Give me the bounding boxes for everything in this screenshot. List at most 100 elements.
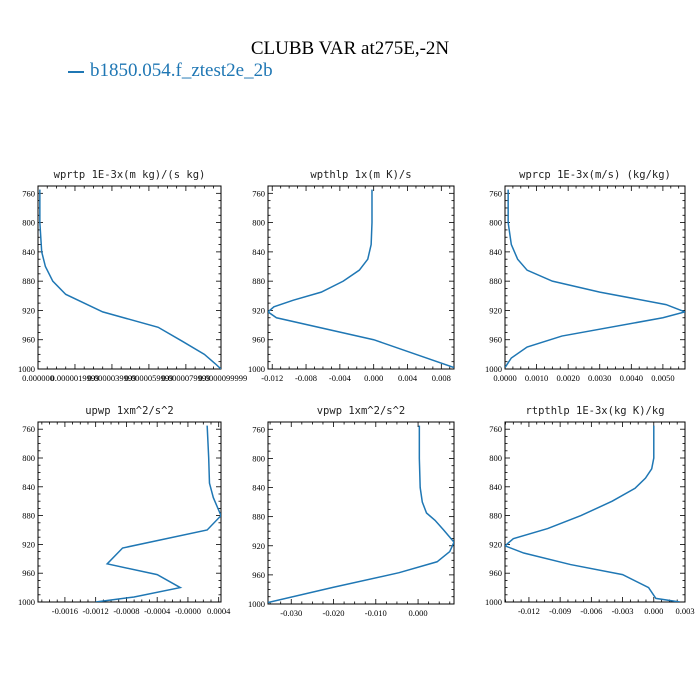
y-tick-label: 1000 (485, 364, 502, 374)
series-line (95, 425, 221, 602)
y-tick-label: 1000 (248, 364, 265, 374)
panel-title: vpwp 1xm^2/s^2 (317, 405, 406, 417)
series-line (505, 189, 685, 368)
y-tick-label: 800 (252, 453, 265, 463)
panel-2: wpthlp 1x(m K)/s7608008408809209601000-0… (248, 169, 455, 383)
y-tick-label: 760 (489, 188, 502, 198)
y-tick-label: 880 (22, 276, 35, 286)
y-tick-label: 840 (22, 247, 35, 257)
x-tick-label: 0.0010 (525, 373, 548, 383)
x-tick-label: -0.010 (365, 608, 387, 618)
x-tick-label: 0.0000079999 (161, 373, 210, 383)
y-tick-label: 960 (252, 570, 265, 580)
y-tick-label: 800 (252, 218, 265, 228)
plot-frame (504, 185, 686, 370)
plot-frame (267, 421, 455, 605)
y-tick-label: 920 (252, 305, 265, 315)
x-tick-label: 0.000000 (22, 373, 54, 383)
y-tick-label: 920 (489, 539, 502, 549)
series-line (268, 189, 454, 369)
x-tick-label: -0.0000 (175, 606, 201, 616)
x-tick-label: 0.0030 (588, 373, 611, 383)
panel-title: wprcp 1E-3x(m/s) (kg/kg) (519, 169, 671, 181)
plot-frame (267, 185, 455, 370)
x-tick-label: 0.0000 (493, 373, 516, 383)
y-tick-label: 880 (489, 511, 502, 521)
x-tick-label: -0.012 (261, 373, 283, 383)
x-tick-label: 0.0000019999 (51, 373, 100, 383)
y-tick-label: 880 (22, 511, 35, 521)
x-tick-label: -0.020 (323, 608, 345, 618)
x-tick-label: 0.0000059999 (124, 373, 173, 383)
x-tick-label: -0.008 (295, 373, 317, 383)
series-line (505, 425, 680, 602)
x-tick-label: 0.008 (432, 373, 451, 383)
panel-title: rtpthlp 1E-3x(kg K)/kg (525, 405, 664, 417)
figure-title: CLUBB VAR at275E,-2N (250, 38, 450, 59)
y-tick-label: 840 (252, 247, 265, 257)
x-tick-label: -0.006 (580, 606, 602, 616)
x-tick-label: 0.0000039999 (88, 373, 137, 383)
x-tick-label: 0.0020 (556, 373, 579, 383)
panel-4: upwp 1xm^2/s^2 760 800 840 880 920 960 1000 -0.0… (18, 405, 231, 616)
x-tick-label: -0.004 (329, 373, 352, 383)
panel-title: upwp 1xm^2/s^2 (85, 405, 174, 417)
x-tick-label: 0.000 (409, 608, 428, 618)
y-tick-label: 1000 (248, 599, 265, 609)
x-tick-label: 0.0050 (651, 373, 674, 383)
legend-entry: b1850.054.f_ztest2e_2b (68, 60, 273, 82)
y-tick-label: 960 (22, 568, 35, 578)
y-tick-label: 760 (22, 424, 35, 434)
y-tick-label: 760 (252, 424, 265, 434)
y-tick-label: 880 (489, 276, 502, 286)
x-tick-label: 0.0004 (207, 606, 231, 616)
y-tick-label: 840 (252, 483, 265, 493)
plot-frame (37, 185, 222, 370)
y-tick-label: 960 (252, 335, 265, 345)
plot-frame (37, 421, 222, 603)
x-tick-label: -0.003 (612, 606, 634, 616)
x-tick-label: -0.0016 (52, 606, 78, 616)
y-tick-label: 1000 (18, 597, 35, 607)
series-line (268, 425, 454, 604)
x-tick-label: 0.003 (675, 606, 694, 616)
x-tick-label: 0.0000099999 (198, 373, 247, 383)
y-tick-label: 760 (489, 424, 502, 434)
panel-5: vpwp 1xm^2/s^2 760 800 840 880 920 960 1000 -0.0… (248, 405, 455, 618)
panel-1: wprtp 1E-3x(m kg)/(s kg) 760 800 840 880 920 9… (18, 169, 247, 383)
panel-3: wprcp 1E-3x(m/s) (kg/kg) 760 800 840 880 920 9… (485, 169, 686, 383)
series-line (39, 189, 221, 369)
panel-title: wpthlp 1x(m K)/s (310, 169, 411, 181)
y-tick-label: 840 (489, 482, 502, 492)
y-tick-label: 920 (252, 541, 265, 551)
x-tick-label: 0.000 (364, 373, 383, 383)
y-tick-label: 920 (489, 305, 502, 315)
x-tick-label: -0.030 (280, 608, 302, 618)
x-tick-label: 0.0040 (620, 373, 643, 383)
x-tick-label: -0.012 (518, 606, 540, 616)
panel-title: wprtp 1E-3x(m kg)/(s kg) (54, 169, 206, 181)
x-tick-label: -0.009 (549, 606, 571, 616)
y-tick-label: 800 (22, 218, 35, 228)
legend-line-swatch (68, 70, 84, 73)
x-tick-label: -0.0008 (113, 606, 139, 616)
y-tick-label: 800 (489, 218, 502, 228)
y-tick-label: 880 (252, 512, 265, 522)
plot-frame (504, 421, 686, 603)
y-tick-label: 880 (252, 276, 265, 286)
y-tick-label: 960 (489, 335, 502, 345)
y-tick-label: 960 (22, 335, 35, 345)
y-tick-label: 800 (22, 453, 35, 463)
x-tick-label: -0.0004 (144, 606, 171, 616)
y-tick-label: 840 (489, 247, 502, 257)
x-tick-label: 0.000 (644, 606, 663, 616)
x-tick-label: -0.0012 (83, 606, 109, 616)
y-tick-label: 760 (252, 188, 265, 198)
y-tick-label: 920 (22, 539, 35, 549)
y-tick-label: 800 (489, 453, 502, 463)
y-tick-label: 1000 (485, 597, 502, 607)
y-tick-label: 1000 (18, 364, 35, 374)
y-tick-label: 920 (22, 305, 35, 315)
panel-6: rtpthlp 1E-3x(kg K)/kg 760 800 840 880 920 960… (485, 405, 695, 616)
